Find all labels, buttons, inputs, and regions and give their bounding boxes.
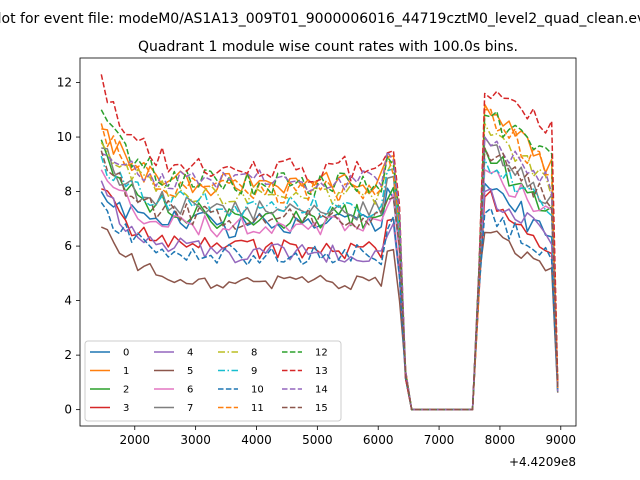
legend-label-3: 3 xyxy=(123,403,129,414)
axes-frame xyxy=(79,57,577,427)
y-tick-label: 6 xyxy=(64,239,72,253)
series-layer xyxy=(100,74,559,411)
y-tick-label: 4 xyxy=(64,294,72,308)
legend-label-0: 0 xyxy=(123,348,129,359)
chart-title: Quadrant 1 module wise count rates with … xyxy=(138,39,518,55)
legend-box xyxy=(84,340,342,422)
legend-label-14: 14 xyxy=(315,385,328,396)
x-tick-label: 3000 xyxy=(180,433,211,447)
legend-label-13: 13 xyxy=(315,366,328,377)
legend-label-10: 10 xyxy=(251,385,264,396)
legend-label-2: 2 xyxy=(123,385,129,396)
y-tick-label: 12 xyxy=(57,76,72,90)
y-tick-label: 10 xyxy=(57,130,72,144)
legend-label-6: 6 xyxy=(187,385,193,396)
series-line-8 xyxy=(100,122,559,411)
series-line-9 xyxy=(100,155,559,411)
legend-label-15: 15 xyxy=(315,403,328,414)
legend-label-8: 8 xyxy=(251,348,257,359)
figure-suptitle: Plot for event file: modeM0/AS1A13_009T0… xyxy=(0,11,640,27)
series-line-6 xyxy=(100,169,559,411)
legend-label-1: 1 xyxy=(123,366,129,377)
legend-label-5: 5 xyxy=(187,366,193,377)
series-line-13 xyxy=(100,74,559,411)
legend-label-12: 12 xyxy=(315,348,328,359)
y-axis: 0 2 4 6 8 10 12 xyxy=(57,76,80,417)
x-tick-label: 5000 xyxy=(302,433,333,447)
series-line-1 xyxy=(101,103,559,411)
legend-label-4: 4 xyxy=(187,348,193,359)
series-line-11 xyxy=(100,108,559,411)
x-tick-label: 9000 xyxy=(546,433,577,447)
series-line-12 xyxy=(100,109,559,411)
legend-label-9: 9 xyxy=(251,366,257,377)
legend-label-7: 7 xyxy=(187,403,193,414)
series-line-14 xyxy=(101,136,559,411)
series-line-5 xyxy=(100,226,559,411)
y-tick-label: 2 xyxy=(64,348,72,362)
y-tick-label: 0 xyxy=(64,403,72,417)
y-tick-label: 8 xyxy=(64,185,72,199)
x-tick-label: 2000 xyxy=(119,433,150,447)
legend-label-11: 11 xyxy=(251,403,264,414)
x-tick-label: 8000 xyxy=(485,433,516,447)
x-tick-label: 4000 xyxy=(241,433,272,447)
x-tick-label: 6000 xyxy=(363,433,394,447)
x-tick-label: 7000 xyxy=(424,433,455,447)
series-line-10 xyxy=(100,202,559,411)
x-axis: 2000 3000 4000 5000 6000 7000 8000 9000 xyxy=(119,426,576,447)
series-line-4 xyxy=(100,180,559,411)
series-line-3 xyxy=(101,188,559,411)
x-offset-label: +4.4209e8 xyxy=(509,455,576,469)
series-line-15 xyxy=(100,147,559,411)
